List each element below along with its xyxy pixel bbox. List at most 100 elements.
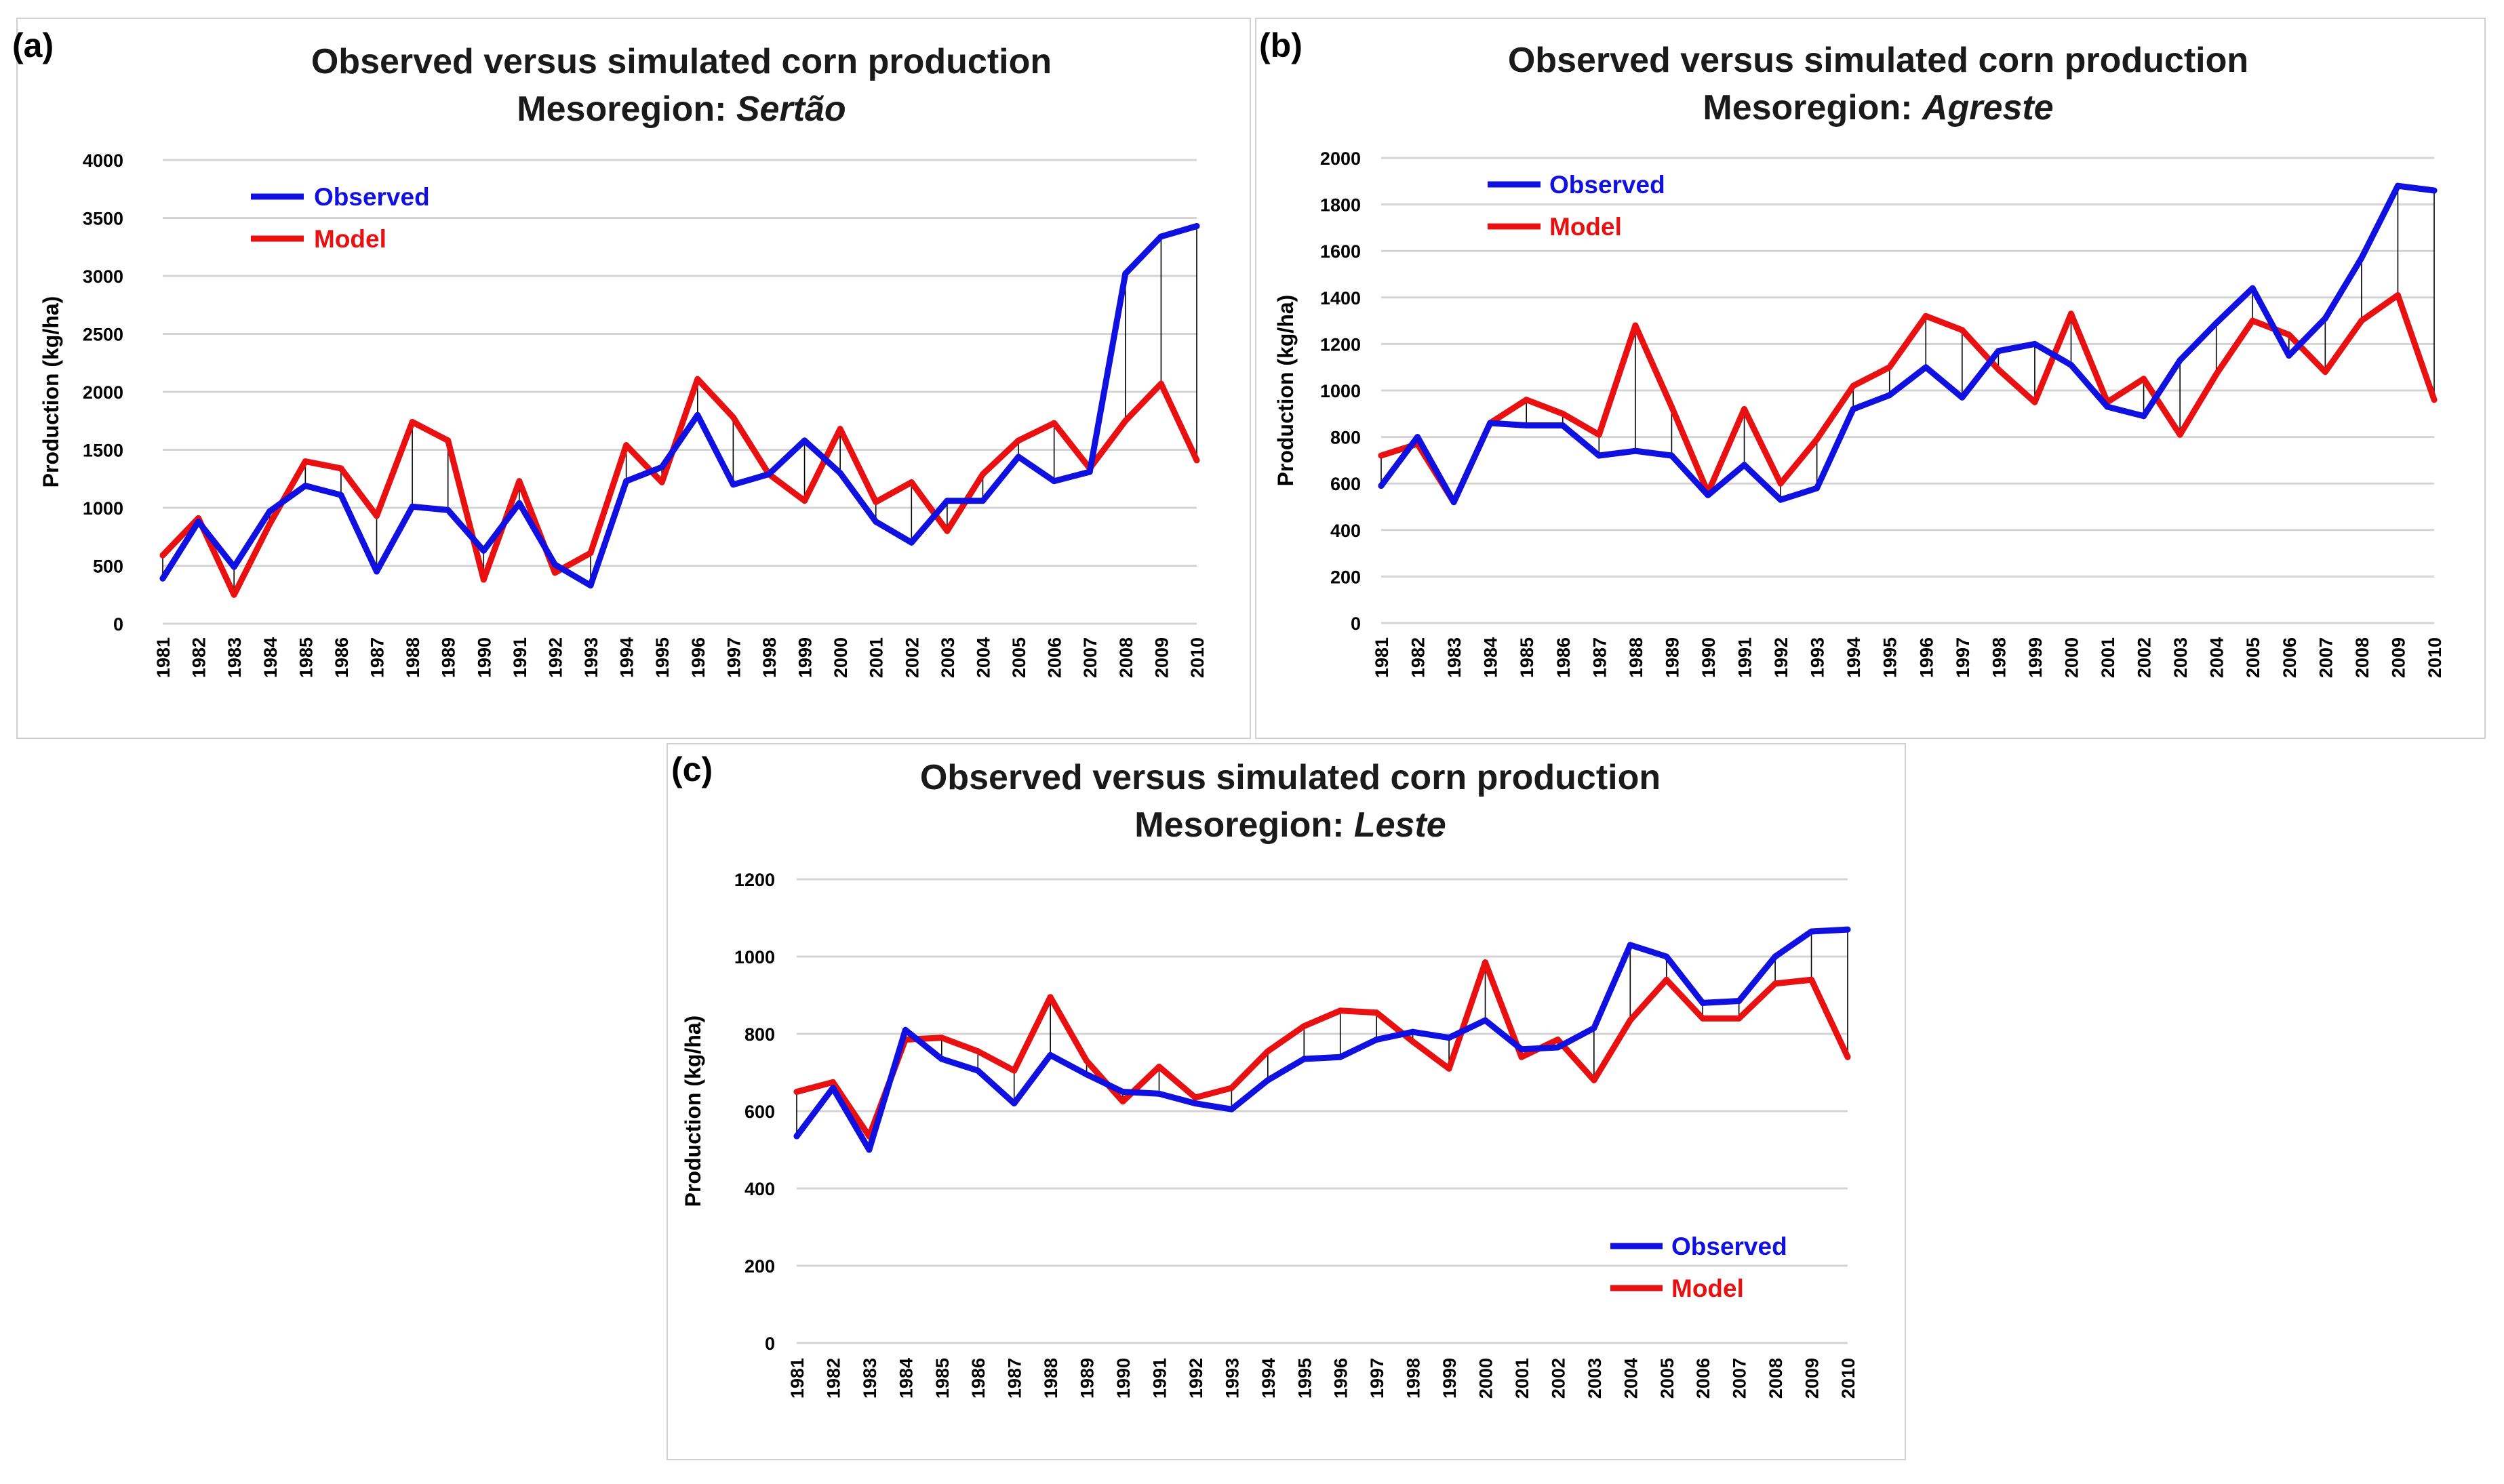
chart-0: Observed versus simulated corn productio… [39, 42, 1208, 678]
data-point-observed [1554, 1044, 1561, 1051]
x-tick-label: 1984 [1481, 637, 1501, 678]
chart-1: Observed versus simulated corn productio… [1273, 41, 2445, 678]
data-point-model [658, 479, 665, 485]
chart-title: Observed versus simulated corn productio… [311, 42, 1052, 81]
data-point-observed [1627, 942, 1633, 948]
data-point-observed [1886, 392, 1893, 399]
subtitle-region: Agreste [1921, 88, 2054, 127]
data-point-model [1122, 418, 1129, 424]
data-point-model [1410, 1038, 1416, 1045]
y-tick-label: 1000 [83, 498, 123, 519]
data-point-observed [1595, 452, 1602, 459]
data-point-observed [302, 483, 309, 489]
x-tick-label: 1981 [787, 1358, 808, 1399]
x-tick-label: 1999 [795, 637, 816, 678]
series-line-observed [1378, 182, 2438, 506]
x-tick-label: 1998 [759, 637, 780, 678]
x-tick-label: 2006 [1045, 637, 1065, 678]
data-point-model [1518, 1054, 1525, 1060]
data-point-model [1699, 1015, 1706, 1022]
data-point-model [1844, 1054, 1851, 1060]
series-line-model [159, 376, 1200, 598]
x-tick-label: 1989 [439, 637, 459, 678]
x-tick-label: 1990 [1113, 1358, 1134, 1399]
x-tick-label: 2006 [1693, 1358, 1713, 1399]
data-point-observed [1015, 454, 1022, 460]
data-point-model [409, 418, 416, 425]
data-point-observed [829, 1085, 836, 1091]
data-point-observed [1772, 953, 1778, 960]
x-tick-label: 2005 [1657, 1358, 1677, 1399]
x-tick-label: 1995 [652, 637, 673, 678]
data-point-model [801, 498, 808, 504]
y-tick-label: 0 [1351, 614, 1361, 634]
y-tick-label: 600 [1330, 474, 1361, 494]
data-point-model [1627, 1017, 1633, 1024]
y-tick-label: 800 [1330, 428, 1361, 448]
x-tick-label: 1998 [1989, 637, 2009, 678]
data-point-observed [793, 1133, 800, 1140]
x-tick-label: 1986 [332, 637, 352, 678]
data-point-observed [1228, 1106, 1235, 1112]
x-tick-label: 2002 [902, 637, 922, 678]
data-point-model [1591, 1077, 1597, 1083]
data-point-model [2031, 399, 2038, 405]
x-tick-label: 2007 [2316, 637, 2336, 678]
data-point-observed [2104, 403, 2111, 410]
x-tick-label: 1994 [1844, 637, 1864, 678]
data-point-model [445, 437, 452, 444]
data-point-model [1015, 437, 1022, 444]
x-tick-label: 2004 [1621, 1358, 1641, 1399]
data-point-model [829, 1079, 836, 1085]
series-line-observed [159, 223, 1200, 589]
data-point-model [730, 414, 736, 421]
data-point-model [266, 521, 273, 527]
data-point-model [2213, 371, 2220, 378]
x-tick-label: 2004 [973, 637, 993, 678]
legend-label-model: Model [1549, 213, 1622, 241]
data-point-model [480, 576, 487, 583]
data-point-observed [938, 1056, 945, 1062]
series-line-model [793, 959, 1851, 1140]
data-point-model [1559, 410, 1566, 417]
y-tick-label: 1000 [734, 947, 775, 967]
data-point-observed [480, 547, 487, 554]
data-point-observed [2286, 353, 2292, 359]
subtitle-prefix: Mesoregion: [1134, 805, 1354, 845]
data-point-model [1373, 1009, 1380, 1016]
x-tick-label: 1988 [1041, 1358, 1061, 1399]
data-point-observed [1518, 1046, 1525, 1053]
x-tick-label: 1995 [1880, 637, 1901, 678]
data-point-model [1157, 380, 1164, 387]
y-tick-label: 1800 [1320, 195, 1361, 216]
x-tick-label: 1984 [896, 1358, 916, 1399]
subtitle-prefix: Mesoregion: [1703, 88, 1922, 127]
x-tick-label: 2003 [2170, 637, 2191, 678]
x-tick-label: 2006 [2280, 637, 2300, 678]
x-tick-label: 2003 [1585, 1358, 1605, 1399]
x-tick-label: 2000 [1476, 1358, 1496, 1399]
x-tick-label: 1987 [367, 637, 388, 678]
data-point-model [1772, 980, 1778, 987]
x-tick-label: 2007 [1730, 1358, 1750, 1399]
data-point-model [1808, 976, 1815, 983]
data-point-model [2249, 317, 2256, 324]
x-tick-label: 1997 [1953, 637, 1973, 678]
x-tick-label: 2001 [1512, 1358, 1532, 1399]
data-point-model [2286, 332, 2292, 338]
data-point-model [1741, 405, 1748, 412]
data-point-observed [2067, 361, 2074, 368]
y-tick-label: 0 [765, 1333, 775, 1354]
data-point-observed [1378, 483, 1385, 489]
x-tick-label: 1989 [1662, 637, 1682, 678]
data-point-observed [1523, 422, 1530, 428]
x-tick-label: 1987 [1589, 637, 1610, 678]
data-point-observed [587, 582, 594, 589]
data-point-model [694, 376, 701, 382]
x-tick-label: 1989 [1077, 1358, 1098, 1399]
x-tick-label: 2001 [867, 637, 887, 678]
y-axis-label: Production (kg/ha) [681, 1016, 705, 1207]
data-point-model [1814, 436, 1821, 443]
y-tick-label: 1200 [1320, 334, 1361, 355]
